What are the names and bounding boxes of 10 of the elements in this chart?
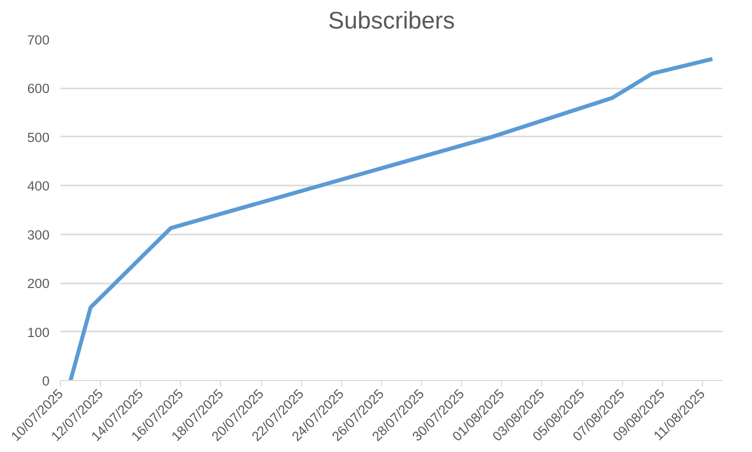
- y-tick-label: 600: [27, 81, 50, 96]
- y-tick-label: 700: [27, 32, 50, 48]
- y-tick-label: 400: [27, 178, 50, 194]
- chart-title: Subscribers: [328, 8, 455, 34]
- line-series: [68, 56, 714, 380]
- y-tick-label: 300: [27, 227, 50, 242]
- y-tick-label: 500: [27, 130, 50, 145]
- y-tick-label: 200: [27, 276, 50, 292]
- y-tick-label: 100: [27, 324, 50, 340]
- y-tick-label: 0: [42, 374, 50, 388]
